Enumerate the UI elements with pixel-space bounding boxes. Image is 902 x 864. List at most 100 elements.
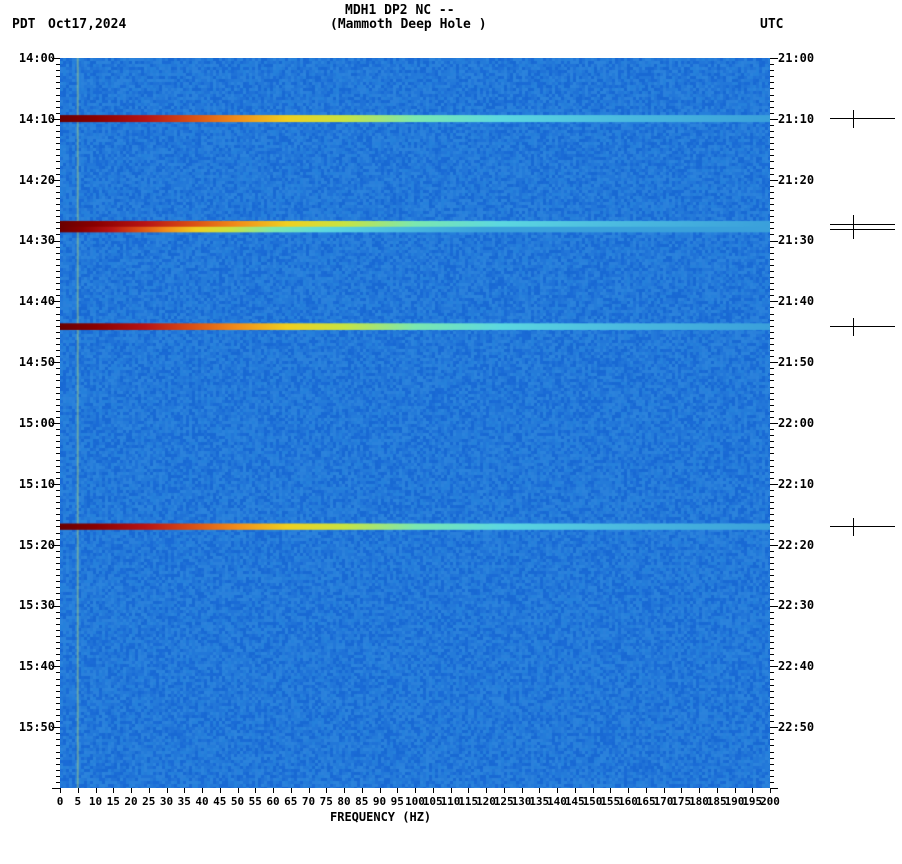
tick-mark bbox=[770, 64, 774, 65]
ytick-left: 14:10 bbox=[5, 112, 55, 126]
tick-mark bbox=[56, 447, 60, 448]
tick-mark bbox=[770, 776, 774, 777]
tick-mark bbox=[56, 399, 60, 400]
tick-mark bbox=[699, 788, 700, 793]
tick-mark bbox=[770, 685, 774, 686]
tick-mark bbox=[770, 283, 774, 284]
tick-mark bbox=[770, 526, 774, 527]
tick-mark bbox=[664, 788, 665, 793]
tick-mark bbox=[770, 551, 774, 552]
tick-mark bbox=[451, 788, 452, 793]
ytick-right: 22:40 bbox=[778, 659, 838, 673]
tick-mark bbox=[770, 393, 774, 394]
tick-mark bbox=[56, 295, 60, 296]
tick-mark bbox=[56, 593, 60, 594]
ytick-right: 22:10 bbox=[778, 477, 838, 491]
tick-mark bbox=[770, 502, 774, 503]
tick-mark bbox=[770, 338, 774, 339]
tick-mark bbox=[770, 466, 774, 467]
tick-mark bbox=[770, 733, 774, 734]
tick-mark bbox=[56, 374, 60, 375]
tick-mark bbox=[56, 752, 60, 753]
tick-mark bbox=[770, 192, 774, 193]
tick-mark bbox=[56, 70, 60, 71]
tick-mark bbox=[220, 788, 221, 793]
tick-mark bbox=[167, 788, 168, 793]
tick-mark bbox=[770, 642, 774, 643]
tick-mark bbox=[56, 417, 60, 418]
tick-mark bbox=[56, 95, 60, 96]
tick-mark bbox=[770, 764, 774, 765]
tick-mark bbox=[56, 253, 60, 254]
tick-mark bbox=[255, 788, 256, 793]
tick-mark bbox=[770, 606, 778, 607]
tick-mark bbox=[56, 612, 60, 613]
tick-mark bbox=[770, 691, 774, 692]
tick-mark bbox=[56, 131, 60, 132]
tick-mark bbox=[56, 143, 60, 144]
tick-mark bbox=[56, 478, 60, 479]
tick-mark bbox=[56, 453, 60, 454]
tick-mark bbox=[52, 727, 60, 728]
tick-mark bbox=[770, 320, 774, 321]
tick-mark bbox=[56, 709, 60, 710]
tick-mark bbox=[56, 508, 60, 509]
tick-mark bbox=[770, 441, 774, 442]
tick-mark bbox=[770, 95, 774, 96]
tick-mark bbox=[56, 411, 60, 412]
event-tick bbox=[830, 118, 895, 119]
tick-mark bbox=[735, 788, 736, 793]
tick-mark bbox=[113, 788, 114, 793]
tick-mark bbox=[56, 703, 60, 704]
tick-mark bbox=[486, 788, 487, 793]
tick-mark bbox=[344, 788, 345, 793]
tick-mark bbox=[56, 380, 60, 381]
tick-mark bbox=[770, 447, 774, 448]
tick-mark bbox=[770, 563, 774, 564]
tick-mark bbox=[56, 715, 60, 716]
tick-mark bbox=[78, 788, 79, 793]
event-tick-v bbox=[853, 318, 854, 336]
tick-mark bbox=[56, 563, 60, 564]
tick-mark bbox=[56, 654, 60, 655]
tick-mark bbox=[770, 453, 774, 454]
event-tick bbox=[830, 224, 895, 225]
tick-mark bbox=[56, 192, 60, 193]
tick-mark bbox=[681, 788, 682, 793]
tick-mark bbox=[415, 788, 416, 793]
tick-mark bbox=[56, 107, 60, 108]
tick-mark bbox=[56, 739, 60, 740]
tick-mark bbox=[56, 338, 60, 339]
tick-mark bbox=[770, 174, 774, 175]
tick-mark bbox=[770, 143, 774, 144]
tick-mark bbox=[770, 581, 774, 582]
tick-mark bbox=[770, 575, 774, 576]
tick-mark bbox=[52, 484, 60, 485]
tick-mark bbox=[770, 113, 774, 114]
xtick: 200 bbox=[758, 795, 782, 808]
tick-mark bbox=[770, 356, 774, 357]
tick-mark bbox=[56, 557, 60, 558]
tick-mark bbox=[56, 350, 60, 351]
tick-mark bbox=[770, 155, 774, 156]
tick-mark bbox=[56, 326, 60, 327]
tick-mark bbox=[291, 788, 292, 793]
tick-mark bbox=[770, 520, 774, 521]
tick-mark bbox=[770, 478, 774, 479]
tick-mark bbox=[56, 247, 60, 248]
tick-mark bbox=[770, 168, 774, 169]
tick-mark bbox=[397, 788, 398, 793]
tick-mark bbox=[770, 672, 774, 673]
tick-mark bbox=[770, 648, 774, 649]
tick-mark bbox=[770, 222, 774, 223]
ytick-left: 15:30 bbox=[5, 598, 55, 612]
ytick-right: 21:40 bbox=[778, 294, 838, 308]
tick-mark bbox=[56, 344, 60, 345]
tick-mark bbox=[56, 113, 60, 114]
tick-mark bbox=[362, 788, 363, 793]
tick-mark bbox=[56, 332, 60, 333]
tick-mark bbox=[770, 387, 774, 388]
tick-mark bbox=[56, 174, 60, 175]
ytick-left: 15:00 bbox=[5, 416, 55, 430]
tick-mark bbox=[770, 186, 774, 187]
